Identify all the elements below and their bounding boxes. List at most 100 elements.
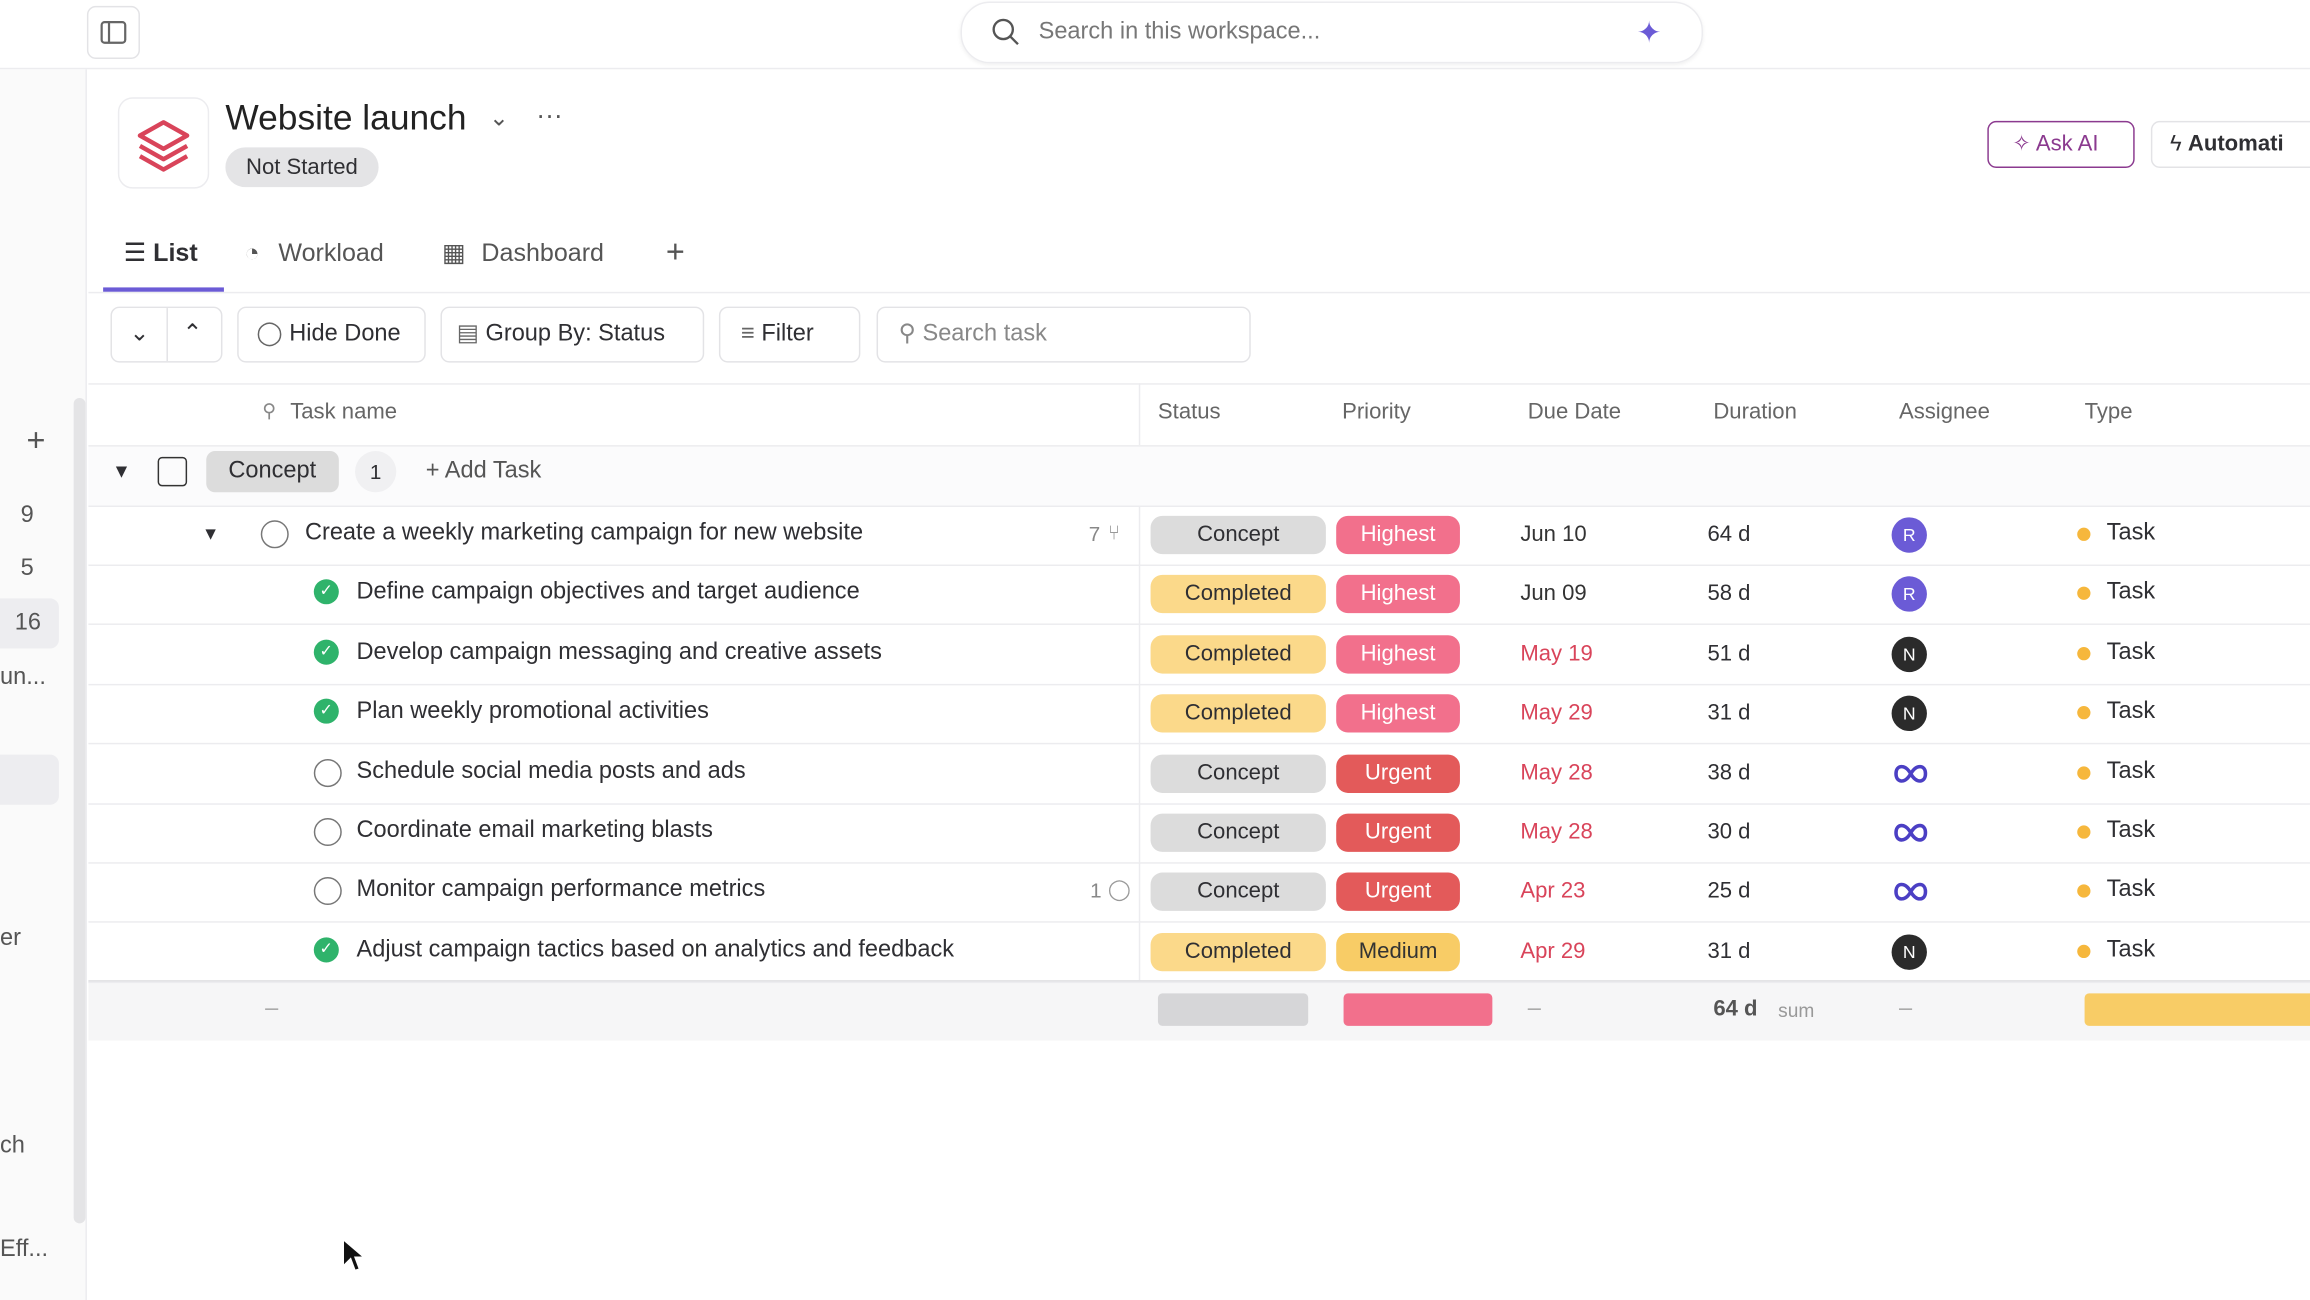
task-type: Task	[2106, 818, 2156, 844]
duration: 31 d	[1707, 700, 1751, 726]
sidebar-item: 5	[20, 555, 34, 581]
workload-tab[interactable]: ◔ Workload	[244, 238, 384, 267]
group-checkbox[interactable]	[157, 456, 188, 487]
task-type: Task	[2106, 698, 2156, 724]
summary-label: sum	[1778, 999, 1815, 1022]
row-divider	[88, 743, 2310, 745]
group-by-button[interactable]: ▤ Group By: Status	[440, 306, 705, 363]
search-placeholder: Search task	[922, 321, 1047, 347]
column-header: Priority	[1342, 399, 1411, 425]
row-divider	[88, 921, 2310, 924]
cursor	[342, 1237, 366, 1282]
assignee-avatar: N	[1891, 695, 1927, 732]
project-status[interactable]: Not Started	[225, 147, 379, 188]
sidebar-item: un...	[0, 664, 46, 690]
status-circle	[313, 818, 342, 847]
priority-pill: Highest	[1336, 634, 1460, 674]
workspace-search[interactable]: Search in this workspace... ✦	[960, 1, 1704, 64]
row-divider	[88, 624, 2310, 626]
column-header: Type	[2084, 399, 2133, 425]
task-name: Monitor campaign performance metrics	[356, 877, 766, 903]
due-date: Jun 10	[1520, 521, 1587, 547]
scrollbar	[73, 397, 86, 1224]
status-pill: Completed	[1150, 694, 1326, 733]
tab-label: Workload	[278, 238, 384, 267]
duration: 58 d	[1707, 581, 1751, 607]
assignee-avatar: R	[1891, 576, 1927, 613]
sidebar-toggle[interactable]	[86, 5, 140, 59]
status-circle	[260, 520, 289, 549]
automation-button[interactable]: ϟ Automati	[2150, 120, 2310, 169]
add-icon[interactable]: +	[26, 421, 46, 459]
assignee-avatar: N	[1891, 934, 1927, 970]
add-view[interactable]: +	[665, 232, 685, 270]
assignee-avatar: N	[1891, 636, 1927, 672]
assignee-icon	[1892, 815, 1930, 858]
group-count: 1	[355, 451, 397, 493]
filter-button[interactable]: ≡ Filter	[718, 306, 861, 363]
row-divider	[88, 683, 2310, 686]
sidebar	[0, 69, 87, 1300]
done-icon: ✓	[313, 698, 339, 724]
more-icon[interactable]: ···	[536, 100, 563, 130]
group-row	[88, 445, 2310, 508]
duration: 51 d	[1707, 640, 1751, 666]
task-type: Task	[2106, 758, 2156, 784]
due-date: Apr 23	[1520, 879, 1586, 905]
task-search[interactable]: ⚲ Search task	[876, 306, 1251, 363]
subtask-count: 7	[1088, 521, 1101, 546]
add-task[interactable]: + Add Task	[425, 458, 542, 484]
divider	[0, 67, 2310, 70]
type-dot	[2077, 527, 2091, 541]
done-icon: ✓	[313, 937, 339, 963]
priority-pill: Highest	[1336, 694, 1460, 733]
column-header: Assignee	[1898, 399, 1990, 425]
status-circle	[313, 758, 342, 787]
list-tab[interactable]: ☰ List	[123, 238, 198, 267]
group-caret[interactable]: ▼	[111, 459, 131, 482]
task-name: Create a weekly marketing campaign for n…	[304, 520, 864, 546]
duration: 64 d	[1707, 521, 1751, 547]
tab-indicator	[103, 287, 224, 292]
divider	[88, 291, 2310, 294]
row-divider	[88, 862, 2310, 864]
type-dot	[2077, 706, 2091, 720]
task-type: Task	[2106, 520, 2156, 546]
status-pill: Concept	[1150, 813, 1326, 852]
status-pill: Completed	[1150, 634, 1326, 674]
task-type: Task	[2106, 937, 2156, 963]
collapse-expand[interactable]: ⌄ ⌃	[110, 306, 223, 363]
due-date: Jun 09	[1520, 581, 1587, 607]
type-dot	[2077, 884, 2091, 899]
column-header: Status	[1157, 399, 1221, 425]
type-dot	[2077, 825, 2091, 839]
row-divider	[88, 981, 2310, 983]
comment-icon: ◯	[1107, 877, 1131, 902]
project-icon	[117, 97, 210, 189]
tab-label: Dashboard	[481, 238, 604, 267]
priority-pill: Highest	[1336, 515, 1460, 555]
ai-icon[interactable]: ✦	[1636, 17, 1662, 51]
comment-count: 1	[1090, 879, 1102, 903]
priority-pill: Urgent	[1336, 873, 1460, 912]
task-name: Develop campaign messaging and creative …	[356, 639, 882, 665]
status-pill: Concept	[1150, 873, 1326, 912]
tab-label: List	[153, 238, 198, 267]
task-type: Task	[2106, 639, 2156, 665]
ask-ai-button[interactable]: ✧ Ask AI	[1987, 120, 2135, 169]
summary-duration: 64 d	[1713, 996, 1758, 1022]
status-pill: Concept	[1150, 515, 1326, 555]
assignee-avatar: R	[1891, 517, 1927, 553]
status-summary-bar	[1157, 993, 1309, 1026]
done-icon: ✓	[313, 579, 339, 605]
button-label: Automati	[2187, 131, 2284, 157]
column-header: Duration	[1713, 399, 1797, 425]
dashboard-tab[interactable]: ▦ Dashboard	[441, 238, 604, 267]
title-dropdown[interactable]: ⌄	[489, 106, 509, 132]
due-date: May 19	[1520, 640, 1593, 666]
hide-done-button[interactable]: ◯ Hide Done	[237, 306, 426, 363]
type-dot	[2077, 587, 2091, 601]
done-icon: ✓	[313, 639, 339, 665]
button-label: Group By: Status	[485, 321, 666, 347]
priority-pill: Highest	[1336, 575, 1460, 614]
